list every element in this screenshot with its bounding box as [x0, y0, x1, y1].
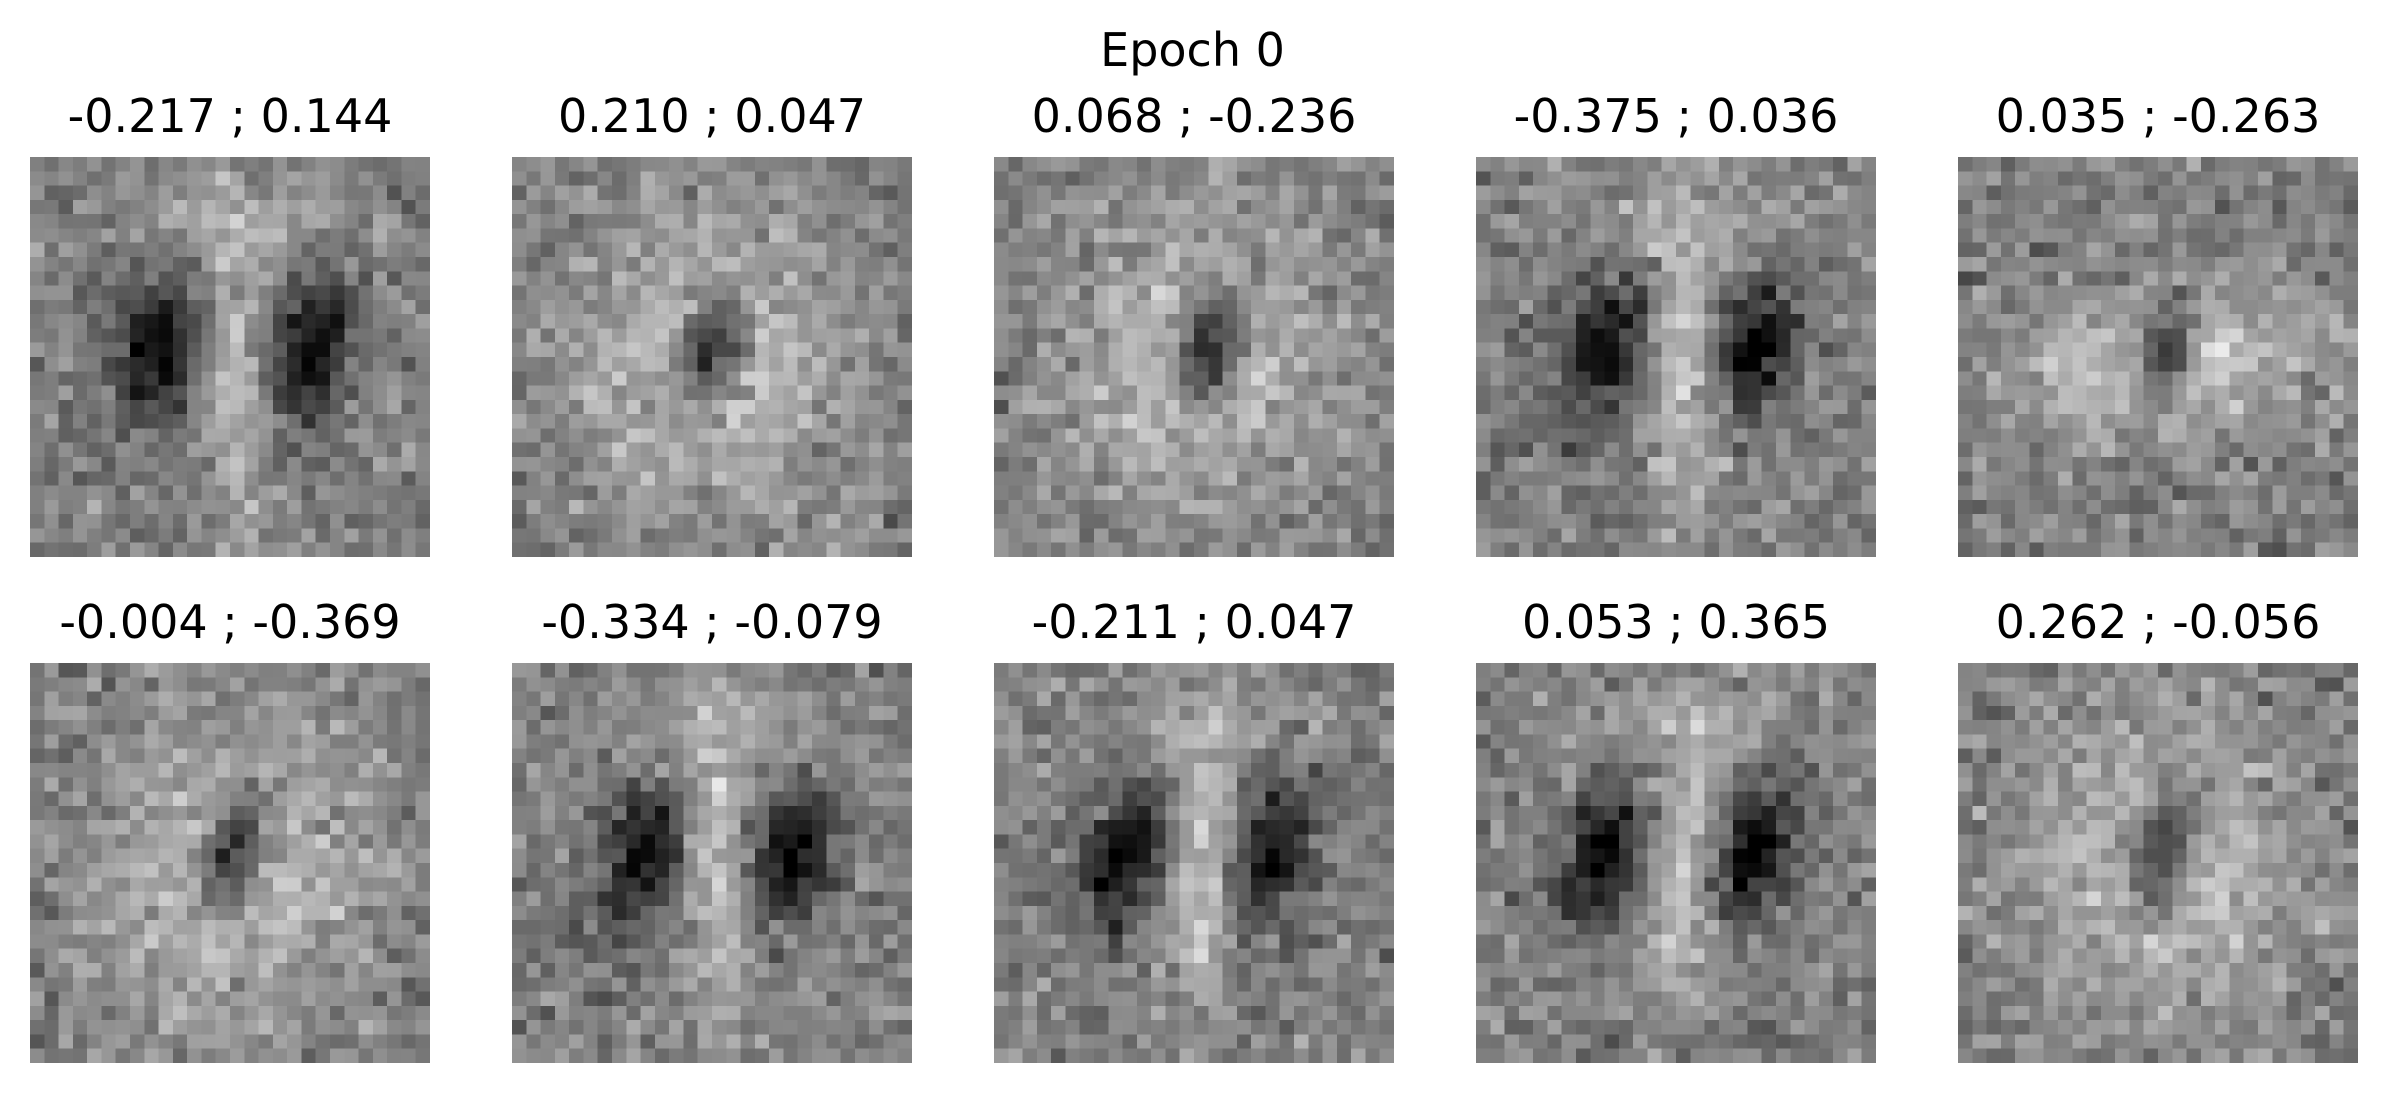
panel-5: 0.035 ; -0.263 [1958, 88, 2358, 557]
noisy-image [1476, 663, 1876, 1063]
noisy-image [30, 663, 430, 1063]
noisy-image [1476, 157, 1876, 557]
panel-7: -0.334 ; -0.079 [512, 594, 912, 1063]
panel-1: -0.217 ; 0.144 [30, 88, 430, 557]
noisy-image [512, 157, 912, 557]
panel-title: 0.068 ; -0.236 [1031, 89, 1357, 143]
panel-3: 0.068 ; -0.236 [994, 88, 1394, 557]
noisy-image [512, 663, 912, 1063]
figure-title: Epoch 0 [1100, 23, 1285, 77]
panel-title: -0.375 ; 0.036 [1513, 89, 1839, 143]
noisy-image [1958, 663, 2358, 1063]
panel-title: -0.004 ; -0.369 [59, 595, 401, 649]
panel-title: -0.211 ; 0.047 [1031, 595, 1357, 649]
panel-9: 0.053 ; 0.365 [1476, 594, 1876, 1063]
panel-6: -0.004 ; -0.369 [30, 594, 430, 1063]
panel-title: 0.262 ; -0.056 [1995, 595, 2321, 649]
panel-8: -0.211 ; 0.047 [994, 594, 1394, 1063]
noisy-image [994, 663, 1394, 1063]
panel-title: -0.217 ; 0.144 [67, 89, 393, 143]
panel-title: 0.035 ; -0.263 [1995, 89, 2321, 143]
panel-4: -0.375 ; 0.036 [1476, 88, 1876, 557]
panel-title: 0.210 ; 0.047 [557, 89, 867, 143]
noisy-image [30, 157, 430, 557]
panel-10: 0.262 ; -0.056 [1958, 594, 2358, 1063]
panel-2: 0.210 ; 0.047 [512, 88, 912, 557]
noisy-image [1958, 157, 2358, 557]
panel-title: -0.334 ; -0.079 [541, 595, 883, 649]
noisy-image [994, 157, 1394, 557]
panel-title: 0.053 ; 0.365 [1521, 595, 1831, 649]
